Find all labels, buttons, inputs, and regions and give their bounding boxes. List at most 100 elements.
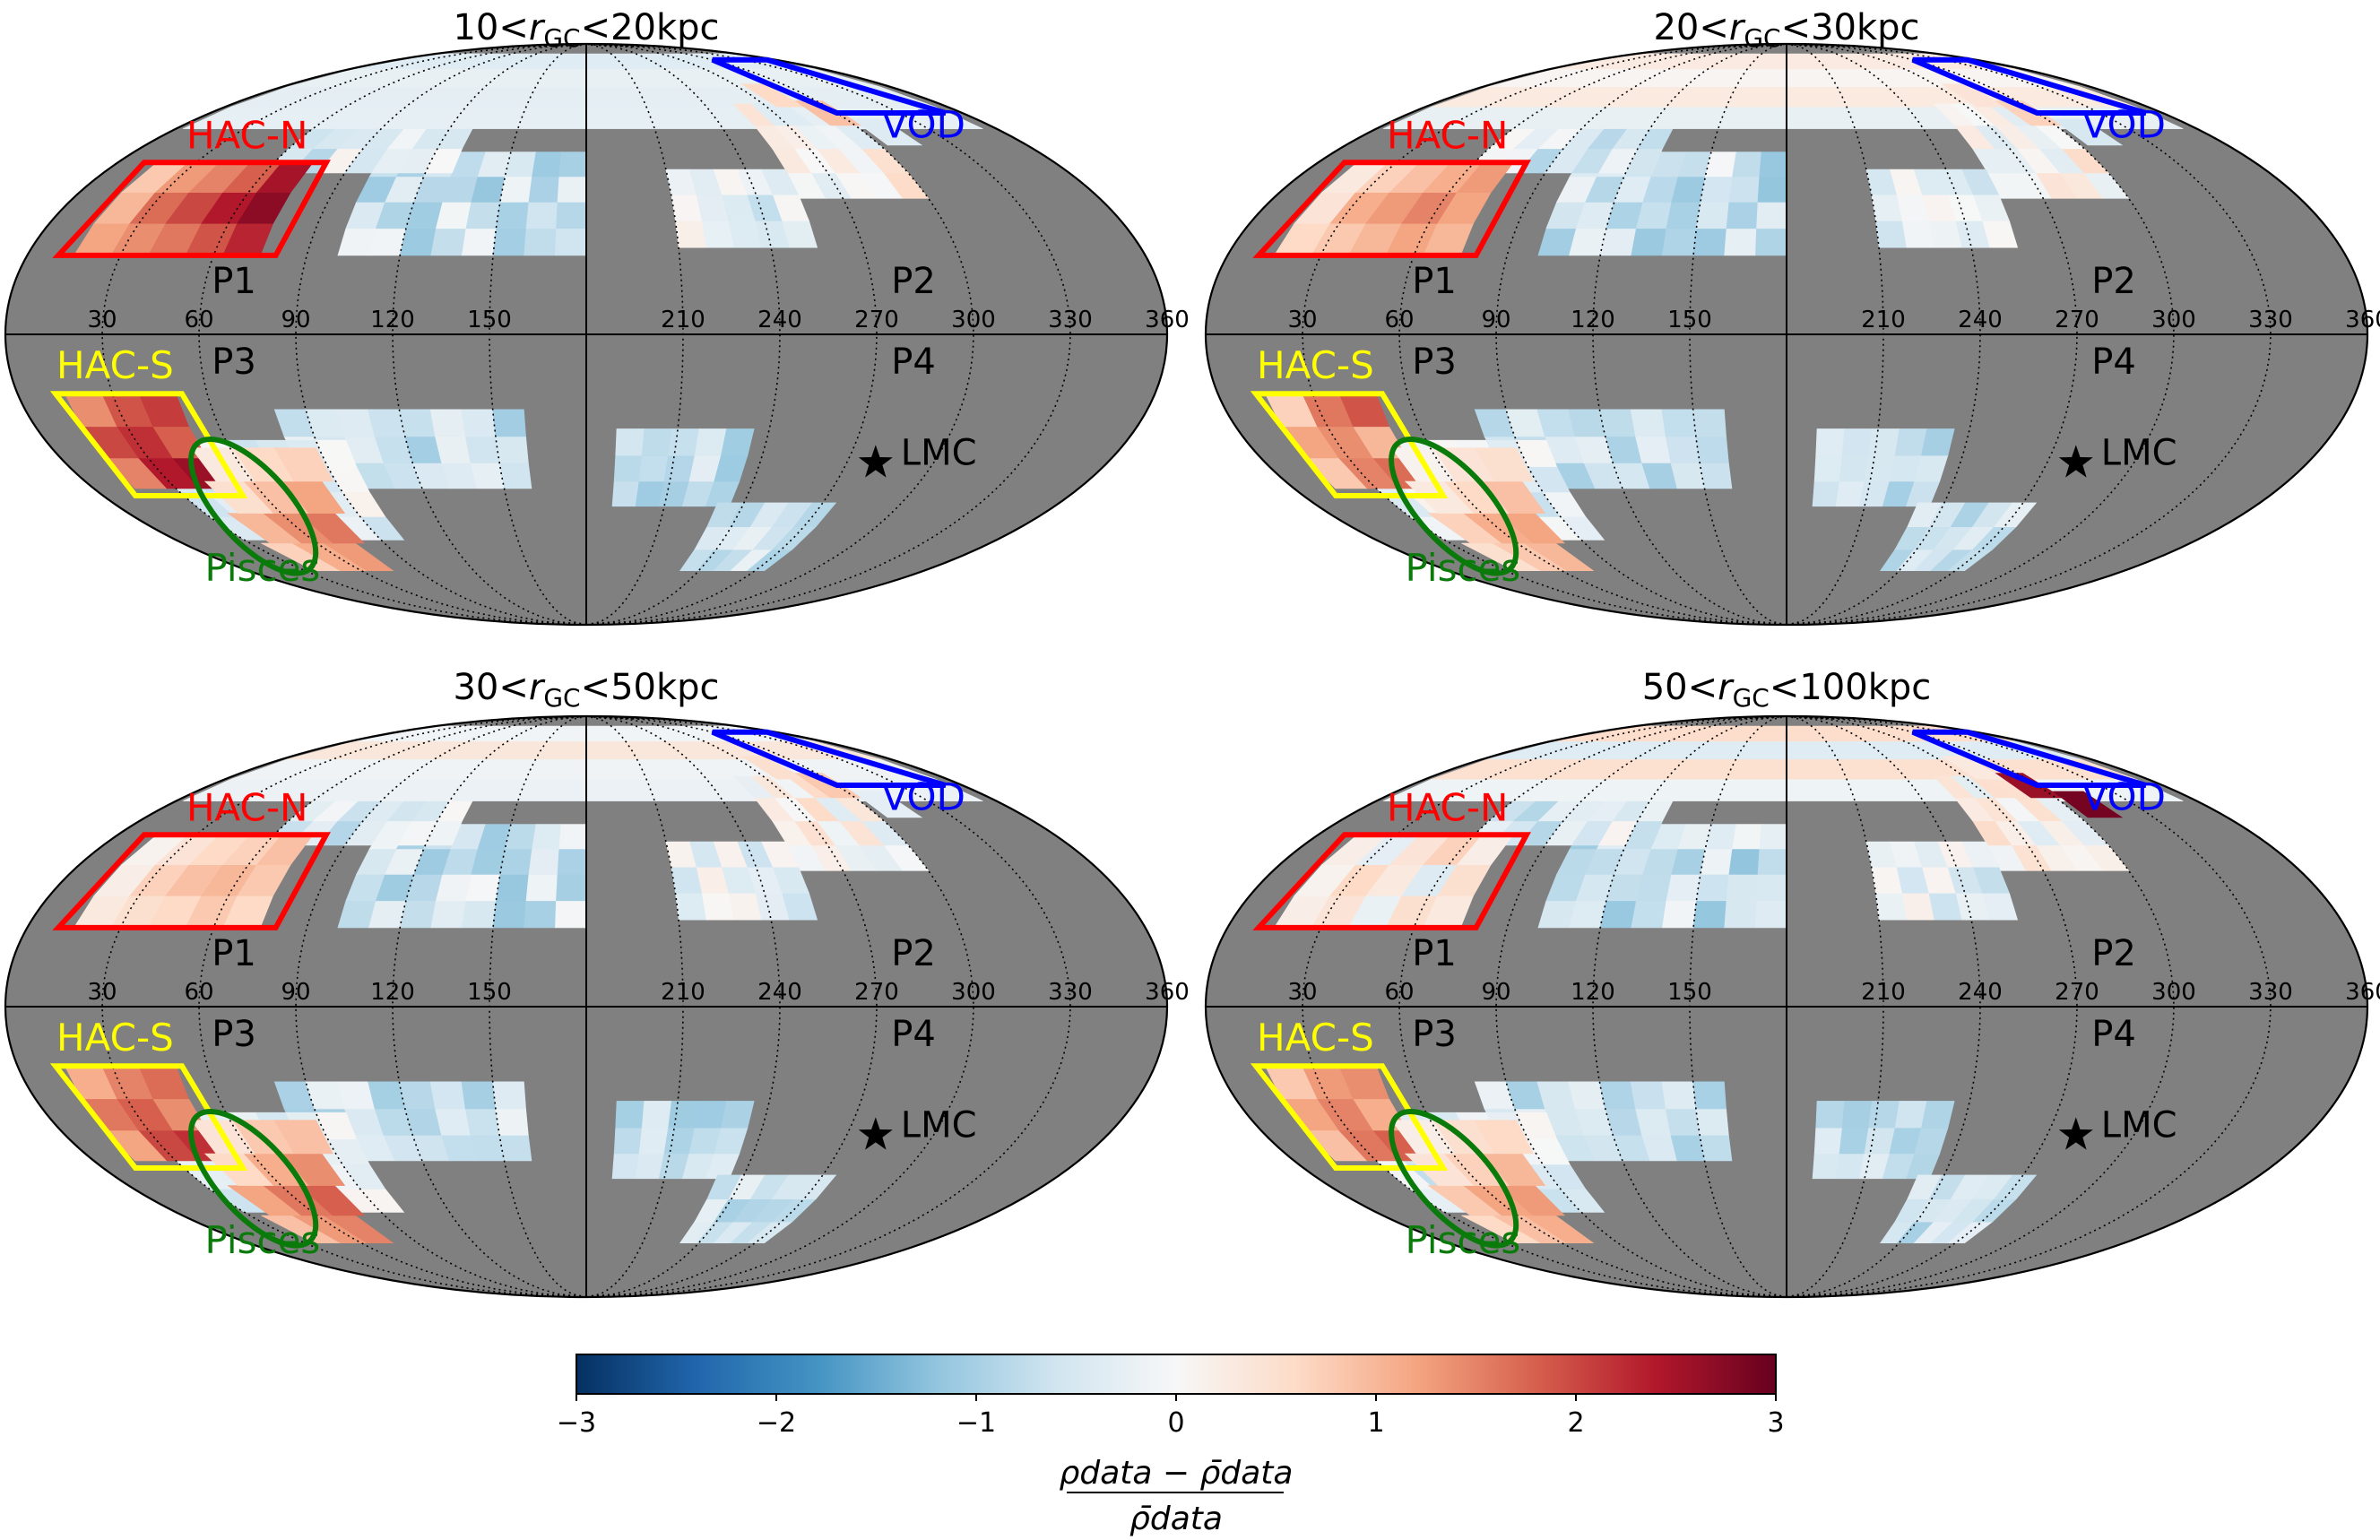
heatmap-cell [496,874,530,902]
hac-n-outline [1252,832,1531,930]
meridian-line [1786,716,1981,1297]
heatmap-cell [464,1108,500,1136]
meridian-line [1302,716,1787,1297]
lmc-star-marker [858,1117,893,1150]
heatmap-cell [1756,874,1787,902]
heatmap-cell [701,221,735,248]
heatmap-cell [615,428,645,456]
longitude-tick-label: 60 [1384,979,1414,1006]
heatmap-cell [1635,1108,1672,1136]
hac-s-outline [49,391,248,498]
heatmap-cell [528,848,560,875]
heatmap-cell [1813,1127,1843,1155]
longitude-tick-label: 120 [1571,307,1615,333]
heatmap-cell [1875,892,1908,921]
quadrant-label-p2: P2 [2091,933,2136,974]
heatmap-cell [555,900,587,929]
heatmap-cell [1995,773,2064,799]
colorbar-tick-label: 2 [1567,1407,1584,1439]
heatmap-cell [2052,791,2124,818]
heatmap-cell [1631,228,1667,256]
heatmap-cell [430,900,467,929]
heatmap-cell [492,228,527,256]
meridian-line [1786,44,1981,625]
hac-n-label: HAC-N [186,786,307,830]
heatmap-cell [1994,502,2038,528]
heatmap-cell [1757,848,1787,875]
hac-n-outline [52,832,331,930]
longitude-tick-label: 90 [1481,979,1510,1006]
heatmap-cell [1757,176,1787,203]
panel-title: 10<rGC<20kpc [453,7,719,53]
hac-n-outline [1252,160,1531,258]
title-suffix: <30kpc [1781,7,1920,48]
hac-n-label: HAC-N [1387,114,1508,158]
title-subscript: GC [1744,23,1780,53]
lmc-star-marker [2058,445,2093,478]
longitude-tick-label: 120 [370,979,415,1006]
sky-map-panel-1: 150 120 90 60 30 360 330 300 270 240 210 P1 P2 P3 P4 HA… [4,7,1190,627]
quadrant-label-p3: P3 [212,342,256,383]
pisces-label: Pisces [205,1218,321,1262]
heatmap-cell [1692,1081,1727,1110]
heatmap-cell [315,439,358,467]
heatmap-cell [1726,874,1759,902]
heatmap-cell [1631,900,1667,929]
heatmap-cell [1724,900,1757,929]
heatmap-cell [495,436,529,463]
lmc-label: LMC [901,1104,977,1146]
heatmap-cell [611,1153,640,1180]
quadrant-label-p4: P4 [891,1014,936,1055]
panel-title: 50<rGC<100kpc [1642,667,1932,713]
longitude-tick-label: 60 [1384,307,1414,333]
heatmap-cell [525,874,558,902]
hac-s-outline [49,1063,248,1171]
heatmap-cell [1699,1135,1733,1162]
heatmap-cell [1901,892,1935,921]
heatmap-cell [398,1081,436,1110]
lmc-label: LMC [901,432,977,473]
heatmap-cell [556,874,587,902]
heatmap-cell [461,1081,497,1110]
hac-n-outline [52,160,331,258]
heatmap-cell [273,1120,333,1155]
heatmap-cell [398,409,436,437]
heatmap-cell [641,1101,672,1129]
heatmap-cell [793,502,837,528]
heatmap-cell [462,900,497,929]
heatmap-cell [532,151,562,177]
longitude-tick-label: 360 [1145,979,1190,1006]
heatmap-cell [1841,1101,1873,1129]
heatmap-cell [524,228,557,256]
meridian-line [101,44,587,625]
title-r: r [529,7,546,48]
heatmap-cell [1732,824,1762,850]
heatmap-cell [793,1174,837,1199]
colorbar-gradient [576,1354,1777,1395]
pisces-label: Pisces [1406,546,1521,590]
heatmap-cell [794,100,863,126]
longitude-tick-label: 360 [2345,979,2380,1006]
sky-map-panels: 150 120 90 60 30 360 330 300 270 240 210 P1 P2 P3 P4 HA… [4,7,2380,1299]
heatmap-cell [852,118,923,146]
heatmap-cell [1695,436,1729,463]
heatmap-cell [492,900,527,929]
longitude-tick-label: 360 [2345,307,2380,333]
heatmap-cell [1692,228,1727,256]
longitude-tick-label: 300 [951,979,996,1006]
longitude-tick-label: 150 [1667,307,1712,333]
heatmap-cell [613,454,643,482]
heatmap-cell [558,151,587,177]
colorbar-tick-label: 1 [1367,1407,1384,1439]
heatmap-cell [1759,824,1787,850]
heatmap-cell [368,1081,406,1110]
heatmap-cell [1474,1120,1534,1155]
meridian-line [1302,44,1787,625]
pisces-outline [1389,1109,1519,1249]
longitude-tick-label: 240 [1958,307,2003,333]
pisces-label: Pisces [205,546,321,590]
heatmap-cell [1812,1153,1840,1180]
heatmap-cell [429,1081,466,1110]
heatmap-cell [492,1081,526,1110]
heatmap-cell [1813,454,1843,482]
